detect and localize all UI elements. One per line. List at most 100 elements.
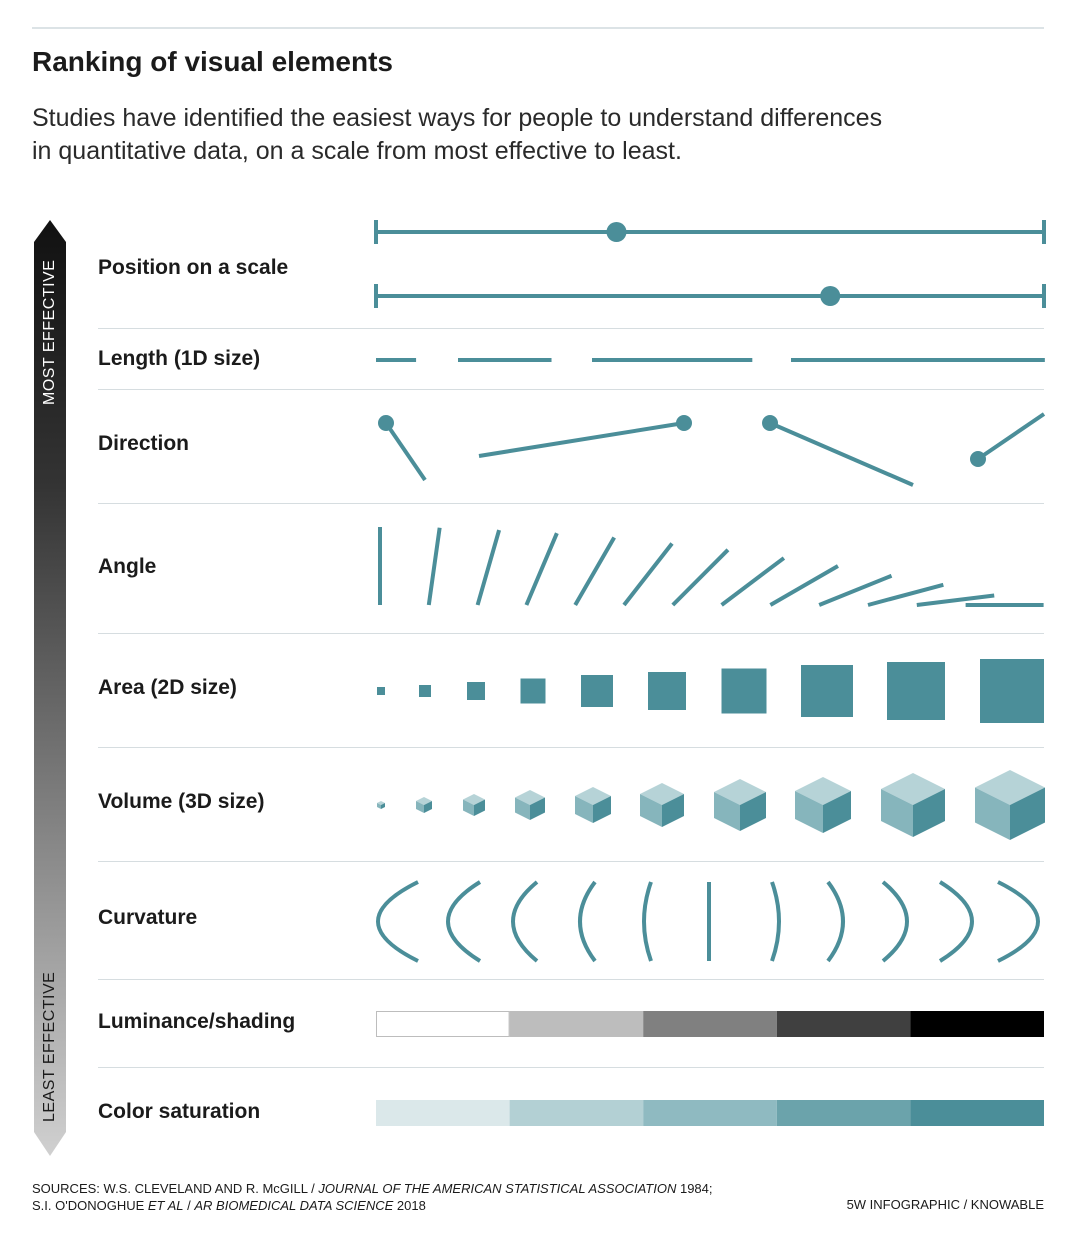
- saturation-swatch: [643, 1100, 777, 1126]
- direction-origin-dot: [676, 415, 692, 431]
- area-square: [377, 687, 385, 695]
- sources-text: /: [183, 1198, 195, 1213]
- cube-left-face: [377, 803, 381, 809]
- curvature-arc: [446, 880, 482, 963]
- cube-right-face: [593, 796, 611, 823]
- position-marker: [820, 286, 841, 306]
- saturation-swatch: [376, 1100, 510, 1126]
- cube-right-face: [662, 794, 684, 827]
- row-divider: [98, 861, 1044, 862]
- cube-right-face: [424, 801, 432, 813]
- subtitle-line-2: in quantitative data, on a scale from mo…: [32, 137, 682, 165]
- sources-text: SOURCES: W.S. CLEVELAND AND R. McGILL /: [32, 1181, 319, 1196]
- direction-line: [769, 421, 914, 487]
- curvature-arc: [376, 880, 419, 963]
- curvature-arc: [938, 880, 974, 963]
- luminance-swatch: [643, 1011, 777, 1037]
- area-square: [467, 682, 485, 700]
- luminance-swatch: [910, 1011, 1044, 1037]
- direction-line: [976, 412, 1046, 461]
- effectiveness-scale-arrow: [34, 220, 66, 1156]
- sources-etal: ET AL: [147, 1198, 184, 1213]
- page-title: Ranking of visual elements: [32, 46, 393, 77]
- cube-left-face: [575, 796, 593, 823]
- direction-origin-dot: [970, 451, 986, 467]
- subtitle-line-1: Studies have identified the easiest ways…: [32, 104, 883, 132]
- curvature-arc: [770, 881, 781, 962]
- angle-line: [720, 556, 786, 607]
- angle-line: [769, 564, 839, 607]
- row-label-saturation: Color saturation: [98, 1100, 261, 1123]
- row-label-direction: Direction: [98, 432, 190, 455]
- curvature-arc: [997, 880, 1040, 963]
- cube-left-face: [975, 787, 1010, 840]
- luminance-swatch: [776, 1011, 911, 1037]
- angle-line: [426, 527, 442, 606]
- sources-note: SOURCES: W.S. CLEVELAND AND R. McGILL / …: [32, 1180, 713, 1214]
- cube-left-face: [463, 799, 474, 816]
- angle-line: [867, 582, 944, 607]
- position-marker: [606, 222, 627, 242]
- sources-line-2: S.I. O'DONOGHUE ET AL / AR BIOMEDICAL DA…: [32, 1197, 713, 1214]
- credit-line: 5W INFOGRAPHIC / KNOWABLE: [846, 1197, 1044, 1212]
- area-square: [721, 668, 767, 714]
- row-label-angle: Angle: [98, 555, 157, 578]
- cube-right-face: [1010, 787, 1045, 840]
- cube-right-face: [530, 797, 545, 820]
- angle-line: [524, 532, 559, 606]
- area-square: [419, 685, 431, 697]
- row-divider: [98, 633, 1044, 634]
- cube-left-face: [795, 791, 823, 833]
- angle-line: [671, 548, 730, 607]
- sources-text: 1984;: [676, 1181, 713, 1196]
- cube-right-face: [823, 791, 851, 833]
- row-label-curvature: Curvature: [98, 906, 198, 929]
- row-divider: [98, 979, 1044, 980]
- curvature-arc: [511, 880, 539, 963]
- row-label-position: Position on a scale: [98, 256, 289, 279]
- curvature-arc: [642, 881, 653, 962]
- area-square: [980, 659, 1044, 723]
- direction-origin-dot: [378, 415, 394, 431]
- cube-right-face: [381, 803, 385, 809]
- area-square: [520, 678, 546, 704]
- angle-line: [573, 536, 616, 606]
- luminance-swatch: [376, 1011, 510, 1037]
- angle-line: [916, 593, 995, 607]
- curvature-arc: [826, 880, 845, 963]
- row-divider: [98, 503, 1044, 504]
- row-divider: [98, 747, 1044, 748]
- sources-text: 2018: [393, 1198, 426, 1213]
- top-rule: [32, 27, 1044, 29]
- row-label-luminance: Luminance/shading: [98, 1010, 296, 1033]
- area-square: [648, 672, 686, 710]
- direction-line: [384, 421, 427, 482]
- cube-left-face: [416, 801, 424, 813]
- cube-left-face: [640, 794, 662, 827]
- cube-left-face: [881, 789, 913, 837]
- area-square: [581, 675, 613, 707]
- page-subtitle: Studies have identified the easiest ways…: [32, 102, 1032, 168]
- angle-line: [475, 529, 502, 606]
- row-divider: [98, 1067, 1044, 1068]
- saturation-swatch: [776, 1100, 911, 1126]
- row-label-length: Length (1D size): [98, 347, 261, 370]
- direction-origin-dot: [762, 415, 778, 431]
- sources-line-1: SOURCES: W.S. CLEVELAND AND R. McGILL / …: [32, 1180, 713, 1197]
- row-label-area: Area (2D size): [98, 676, 237, 699]
- sources-journal: JOURNAL OF THE AMERICAN STATISTICAL ASSO…: [318, 1181, 677, 1196]
- saturation-swatch: [509, 1100, 644, 1126]
- area-square: [801, 665, 853, 717]
- sources-text: S.I. O'DONOGHUE: [32, 1198, 148, 1213]
- row-divider: [98, 328, 1044, 329]
- curvature-arc: [881, 880, 909, 963]
- area-square: [887, 662, 945, 720]
- cube-right-face: [474, 799, 485, 816]
- row-label-volume: Volume (3D size): [98, 790, 265, 813]
- luminance-swatch-outline: [376, 1011, 510, 1037]
- direction-line: [478, 421, 685, 458]
- sources-journal: AR BIOMEDICAL DATA SCIENCE: [194, 1198, 394, 1213]
- curvature-arc: [578, 880, 597, 963]
- cube-left-face: [714, 792, 740, 831]
